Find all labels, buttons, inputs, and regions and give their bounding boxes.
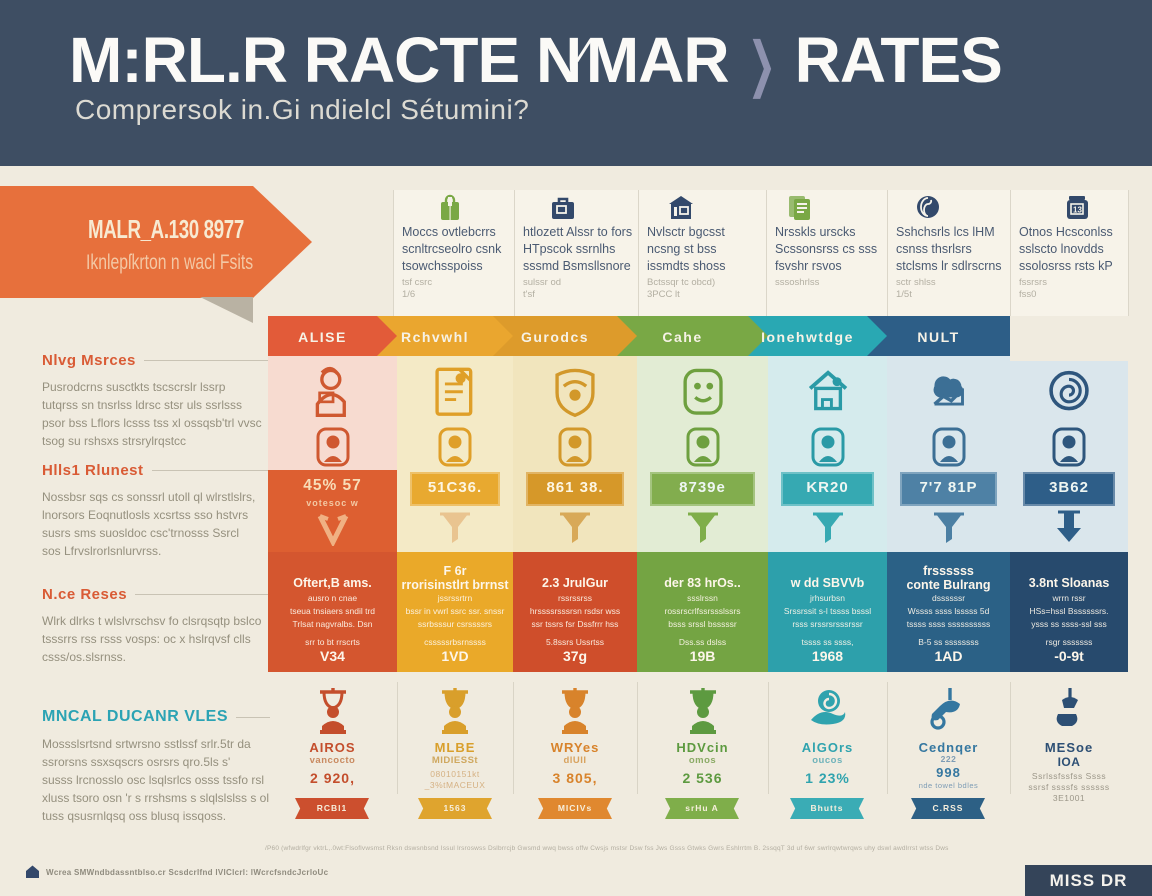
svg-text:13: 13	[1073, 206, 1082, 215]
